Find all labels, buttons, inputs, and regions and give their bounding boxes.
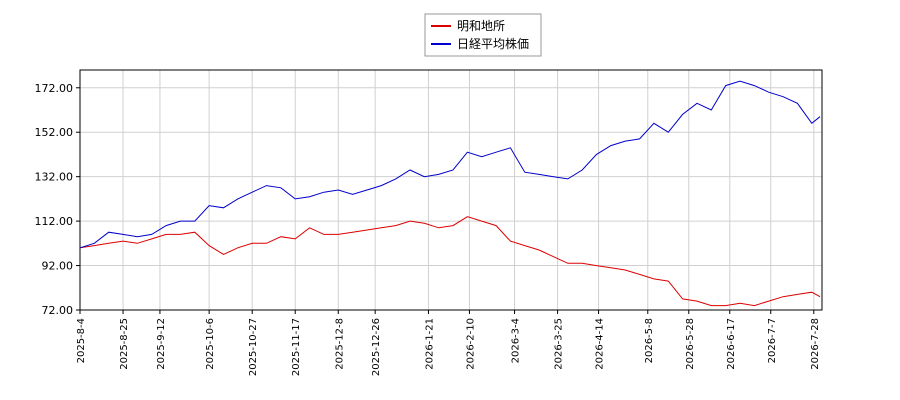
y-tick-label: 132.00 [35,171,74,184]
x-tick-label: 2026-6-17 [726,318,737,370]
legend-box [424,13,542,57]
y-tick-label: 152.00 [35,126,74,139]
x-tick-label: 2025-12-26 [371,318,382,376]
y-tick-label: 112.00 [35,215,74,228]
line-series [79,80,821,249]
x-tick-label: 2026-7-28 [810,318,821,370]
x-tick-label: 2026-2-10 [465,318,476,370]
line-series [79,216,821,307]
x-tick-label: 2025-8-25 [119,318,130,370]
x-tick-label: 2026-1-21 [424,318,435,370]
x-tick-label: 2026-5-8 [644,318,655,363]
x-tick-label: 2026-5-28 [685,318,696,370]
legend-label: 日経平均株価 [457,36,529,51]
x-tick-label: 2025-9-12 [156,318,167,370]
x-tick-label: 2026-3-4 [511,318,522,363]
x-tick-label: 2025-12-8 [334,318,345,370]
x-tick-label: 2025-10-6 [205,318,216,370]
y-tick-label: 92.00 [42,260,74,273]
legend-label: 明和地所 [457,19,505,33]
x-tick-label: 2026-3-25 [554,318,565,370]
plot-frame [79,69,823,311]
x-tick-label: 2025-10-27 [248,318,259,376]
x-tick-label: 2025-8-4 [76,318,87,363]
x-tick-label: 2026-4-14 [595,318,606,370]
x-tick-label: 2025-11-17 [291,318,302,376]
x-tick-label: 2026-7-7 [767,318,778,363]
y-tick-label: 72.00 [42,304,74,317]
y-tick-label: 172.00 [35,82,74,95]
